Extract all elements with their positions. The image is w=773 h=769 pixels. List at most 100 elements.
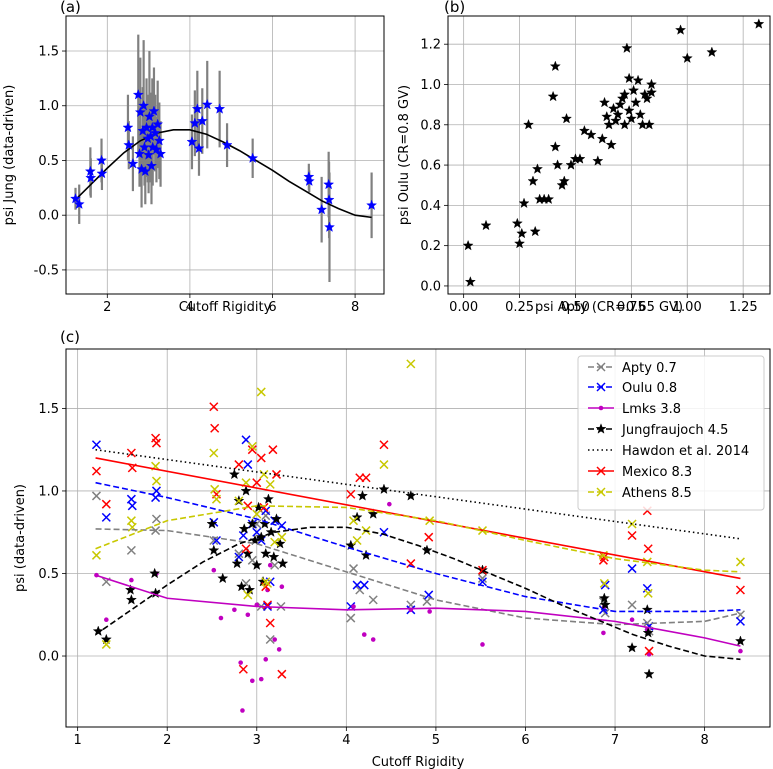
panel-a-errorbars bbox=[74, 34, 373, 282]
data-point bbox=[346, 613, 356, 623]
data-point bbox=[256, 453, 266, 463]
data-point bbox=[643, 119, 655, 130]
panel-a-fit-curve bbox=[73, 129, 372, 219]
data-point bbox=[634, 108, 646, 120]
data-point bbox=[477, 573, 488, 583]
data-point bbox=[276, 647, 282, 652]
data-point bbox=[272, 637, 277, 642]
panel-c-frame bbox=[65, 348, 771, 728]
ytick-label: 0.0 bbox=[38, 209, 59, 224]
panel-c-ticks: 1 2 3 4 5 6 7 8 0.0 0.5 1.0 1.5 bbox=[38, 402, 708, 748]
data-point bbox=[143, 110, 155, 122]
data-point bbox=[605, 139, 617, 150]
data-point bbox=[234, 460, 244, 470]
data-point bbox=[552, 159, 564, 170]
data-point bbox=[529, 225, 541, 237]
data-point bbox=[138, 99, 150, 111]
data-point bbox=[368, 595, 378, 605]
xtick-label: 0.00 bbox=[449, 300, 478, 315]
series-fit-line bbox=[95, 528, 741, 626]
data-point bbox=[549, 60, 561, 72]
data-point bbox=[211, 494, 222, 504]
data-point bbox=[96, 167, 108, 179]
data-point bbox=[265, 479, 275, 489]
data-point bbox=[151, 486, 161, 496]
panel-b-xlabel: psi Apty (CR=0.65 GV) bbox=[535, 300, 683, 315]
data-point bbox=[601, 630, 606, 636]
panel-b-ylabel: psi Oulu (CR=0.8 GV) bbox=[397, 85, 412, 225]
data-point bbox=[574, 153, 586, 164]
data-point bbox=[148, 105, 160, 116]
xtick-label: 0.25 bbox=[505, 300, 534, 315]
data-point bbox=[209, 448, 219, 458]
legend-sample-marker bbox=[596, 487, 606, 497]
data-point bbox=[209, 402, 219, 412]
data-point bbox=[221, 139, 233, 150]
ytick-label: 1.5 bbox=[38, 402, 59, 417]
data-point bbox=[625, 112, 637, 124]
data-point bbox=[642, 627, 654, 638]
data-point bbox=[132, 89, 144, 100]
data-point bbox=[303, 175, 315, 186]
data-point bbox=[323, 194, 335, 205]
data-point bbox=[85, 172, 97, 183]
data-point bbox=[276, 601, 286, 612]
ytick-label: 0.0 bbox=[38, 650, 59, 665]
data-point bbox=[218, 615, 224, 621]
data-point bbox=[348, 516, 359, 526]
data-point bbox=[607, 102, 619, 114]
data-point bbox=[236, 580, 248, 592]
ytick-label: 1.0 bbox=[38, 484, 59, 499]
legend-label-lmks: Lmks 3.8 bbox=[622, 402, 681, 417]
data-point bbox=[706, 46, 718, 57]
data-point bbox=[406, 359, 416, 369]
data-point bbox=[268, 445, 278, 455]
data-point bbox=[243, 460, 253, 470]
data-point bbox=[599, 578, 609, 588]
data-point bbox=[263, 657, 269, 662]
data-point bbox=[145, 160, 157, 171]
data-point bbox=[480, 219, 492, 231]
data-point bbox=[134, 106, 146, 117]
data-point bbox=[642, 557, 652, 567]
series-fit-line bbox=[95, 574, 741, 647]
data-point bbox=[629, 617, 635, 623]
data-point bbox=[265, 634, 275, 645]
data-point bbox=[543, 193, 555, 204]
hawdon-line bbox=[95, 448, 741, 540]
series-fit-line bbox=[95, 505, 741, 573]
data-point bbox=[262, 578, 273, 588]
ytick-label: 0.4 bbox=[420, 199, 441, 214]
data-point bbox=[627, 519, 637, 529]
data-point bbox=[150, 143, 162, 155]
data-point bbox=[348, 564, 359, 574]
data-point bbox=[612, 108, 624, 120]
data-point bbox=[753, 18, 765, 29]
data-point bbox=[323, 221, 335, 232]
data-point bbox=[549, 141, 561, 152]
data-point bbox=[531, 163, 543, 174]
data-point bbox=[241, 544, 251, 554]
panel-a-points bbox=[70, 89, 378, 232]
data-point bbox=[270, 560, 280, 570]
data-point bbox=[96, 154, 108, 166]
xtick-label: 3 bbox=[253, 733, 261, 748]
data-point bbox=[735, 557, 745, 567]
data-point bbox=[143, 149, 155, 160]
xtick-label: 5 bbox=[432, 733, 440, 748]
data-point bbox=[73, 198, 85, 209]
data-point bbox=[91, 550, 101, 560]
panel-a-ticks: 2 4 6 8 -0.5 0.0 0.5 1.0 1.5 bbox=[34, 45, 360, 315]
data-point bbox=[277, 557, 289, 569]
data-point bbox=[601, 110, 613, 122]
xtick-label: 8 bbox=[351, 300, 359, 315]
data-point bbox=[191, 103, 203, 114]
data-point bbox=[641, 92, 653, 104]
data-point bbox=[252, 509, 262, 519]
ytick-label: 0.6 bbox=[420, 159, 441, 174]
data-point bbox=[126, 448, 136, 458]
ytick-label: 0.8 bbox=[420, 118, 441, 133]
data-point bbox=[247, 441, 257, 451]
data-point bbox=[122, 121, 134, 133]
data-point bbox=[265, 618, 275, 628]
